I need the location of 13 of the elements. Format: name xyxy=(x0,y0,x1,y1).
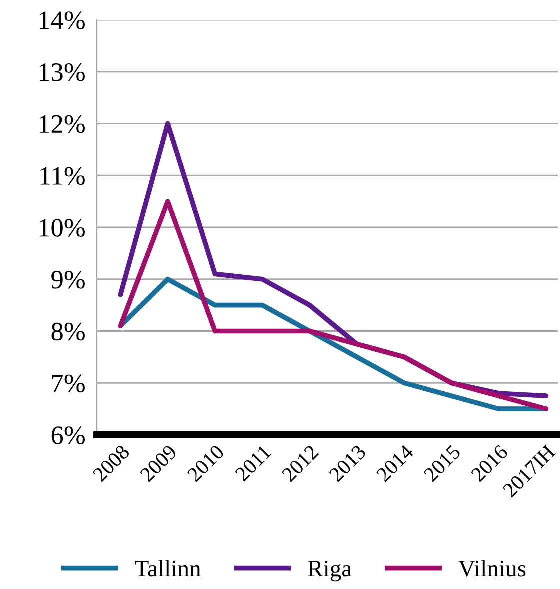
y-tick-label: 6% xyxy=(52,426,85,444)
y-tick-label: 7% xyxy=(52,374,85,393)
line-series xyxy=(118,199,549,412)
y-tick-label: 12% xyxy=(40,115,85,134)
y-tick-label: 13% xyxy=(40,63,85,82)
legend-label: Riga xyxy=(308,560,352,582)
legend-label: Tallinn xyxy=(135,560,201,577)
y-tick-label: 8% xyxy=(52,322,85,341)
y-tick-label: 9% xyxy=(52,270,85,289)
y-tick-label: 10% xyxy=(40,219,85,237)
y-tick-label: 14% xyxy=(40,12,85,30)
y-tick-label: 11% xyxy=(40,167,85,186)
legend-label: Vilnius xyxy=(458,560,526,577)
